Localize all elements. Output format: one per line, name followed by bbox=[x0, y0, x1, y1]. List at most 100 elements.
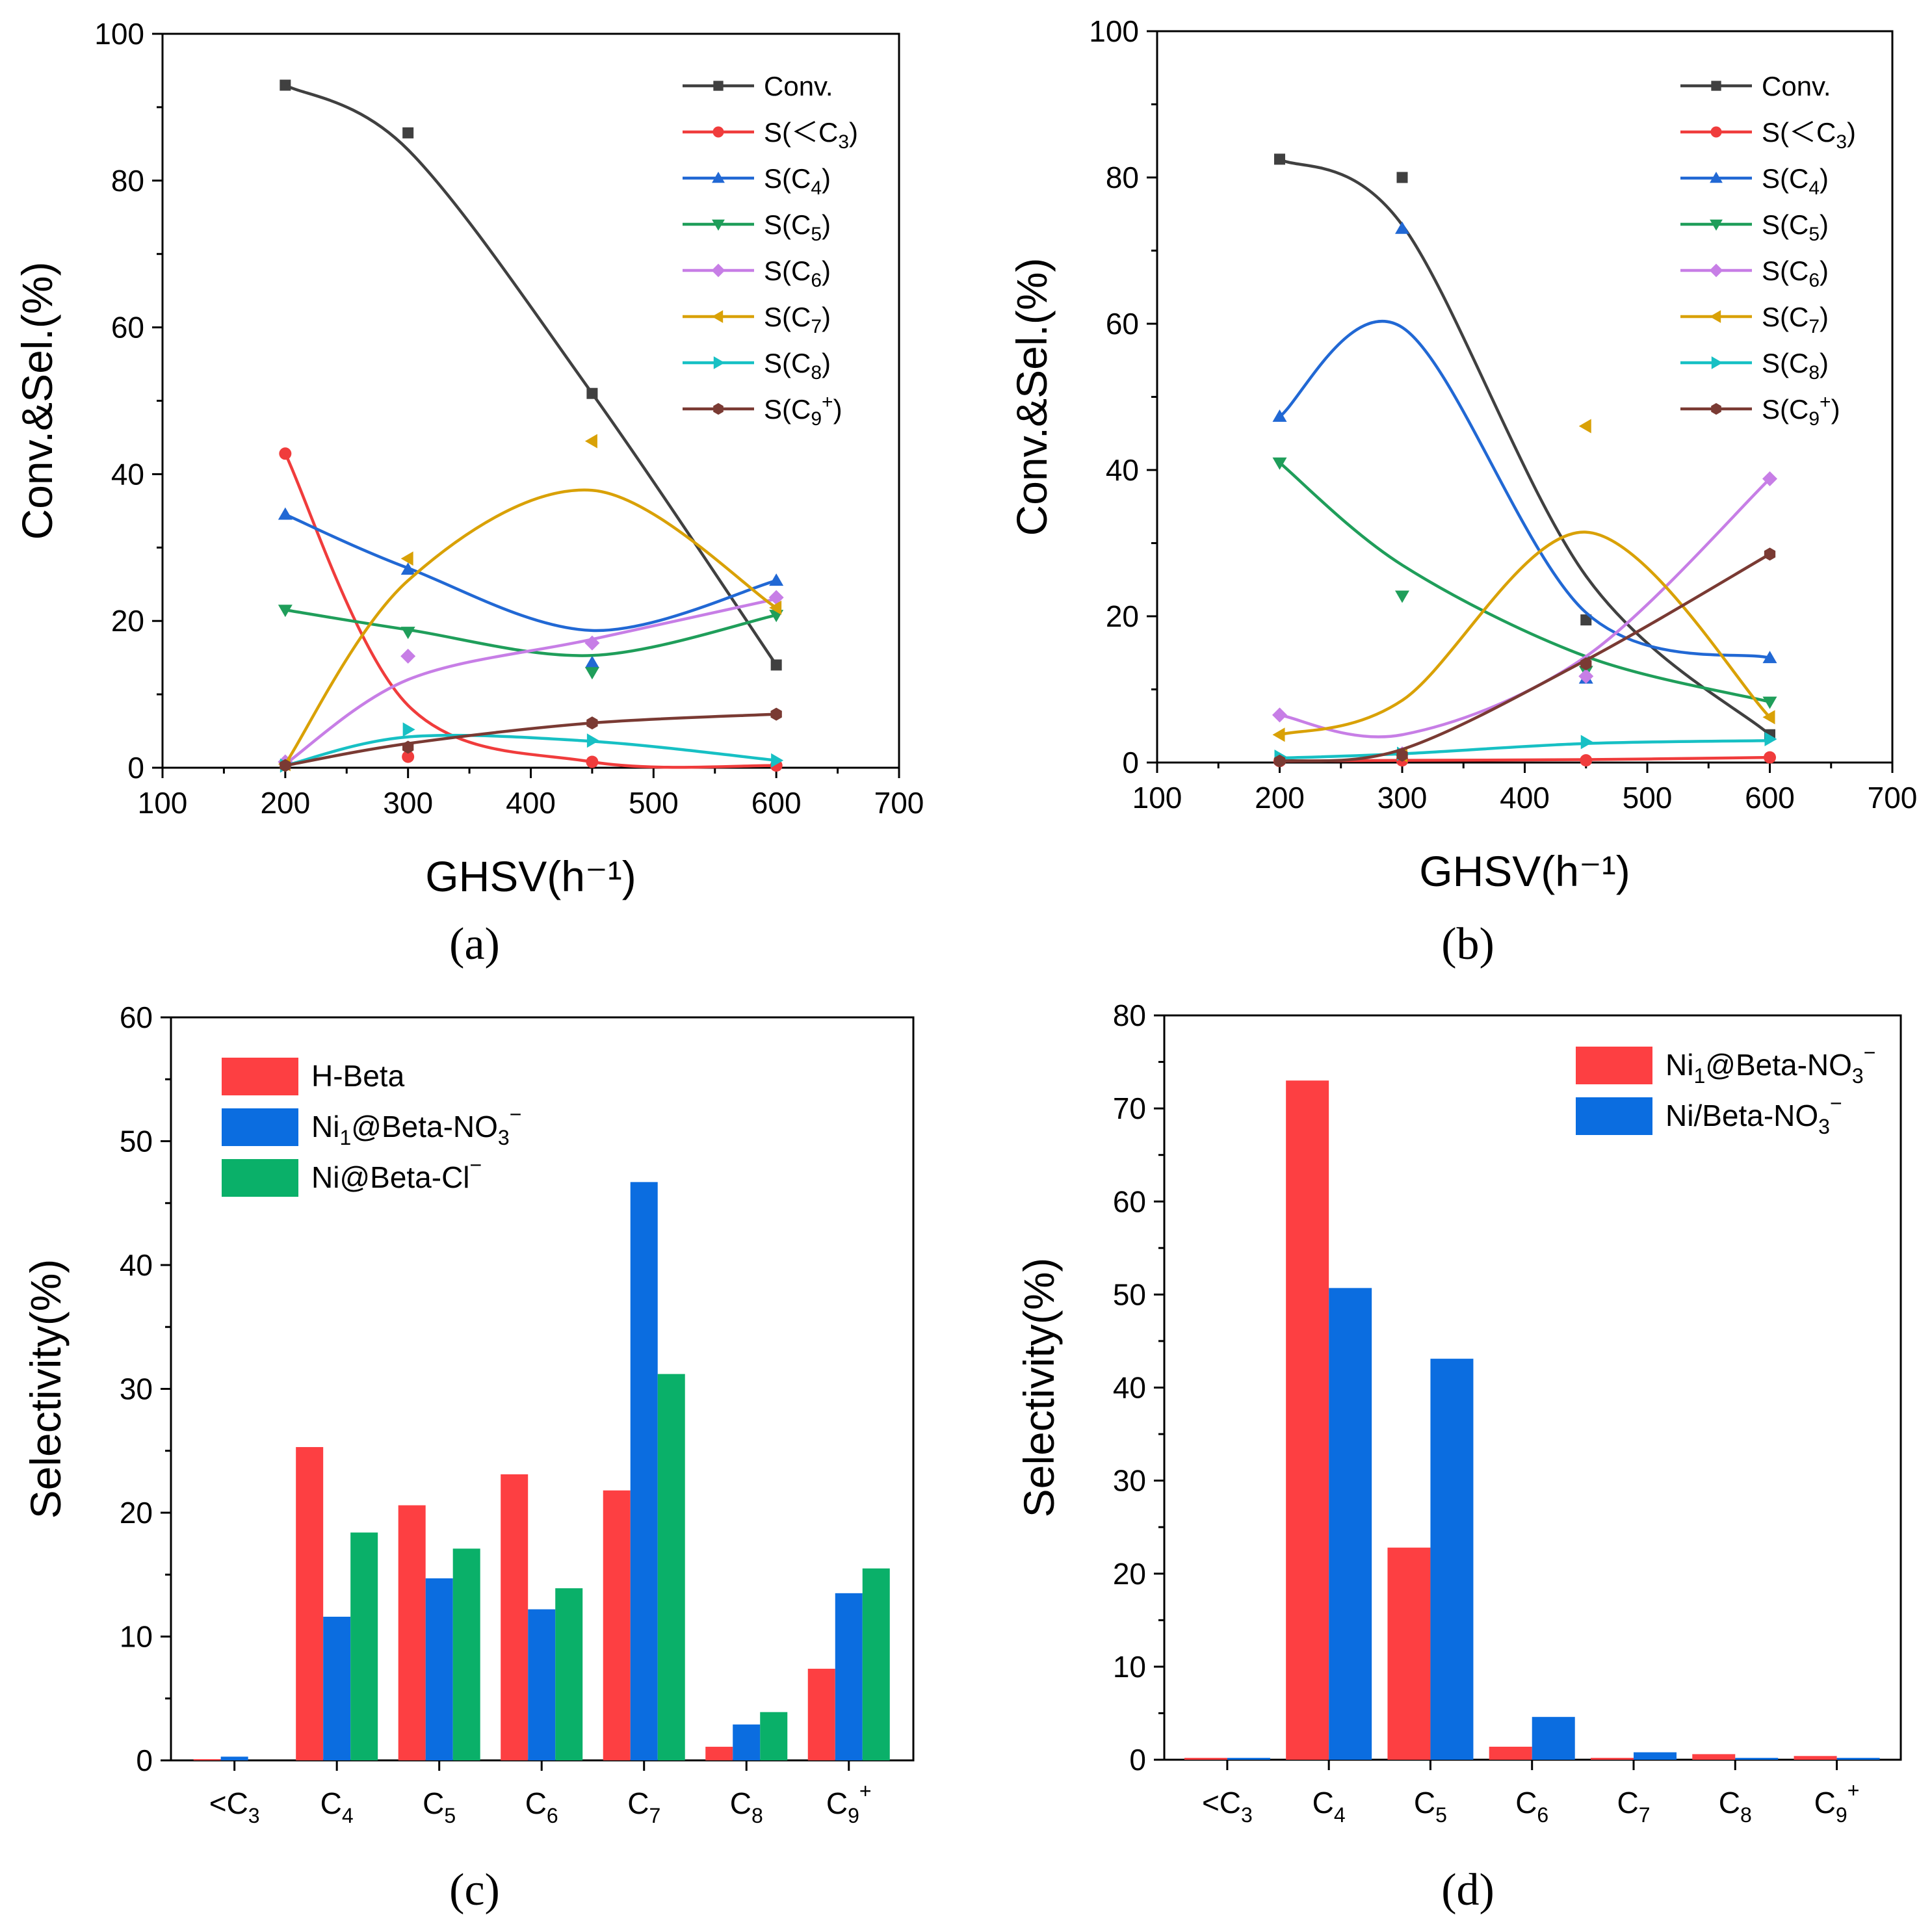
legend-label-S(C8): S(C8) bbox=[764, 348, 831, 384]
data-point-S(C6) bbox=[768, 590, 784, 605]
data-point-Conv. bbox=[1396, 172, 1408, 183]
y-tick-label: 80 bbox=[111, 164, 144, 198]
y-tick-label: 20 bbox=[1106, 599, 1139, 633]
series-curve-Conv. bbox=[1279, 157, 1771, 736]
y-tick-label: 0 bbox=[127, 751, 144, 785]
bar-Ni1@Beta-NO3−-C4 bbox=[1286, 1080, 1329, 1760]
legend-label-S(C7): S(C7) bbox=[764, 302, 831, 337]
legend-swatch-Ni1@Beta-NO3− bbox=[222, 1108, 298, 1146]
data-point-S(C5) bbox=[278, 605, 293, 618]
data-point-S(C8) bbox=[586, 733, 599, 748]
data-point-S(C4) bbox=[400, 562, 415, 575]
y-axis-title: Conv.&Sel.(%) bbox=[1008, 258, 1056, 536]
data-point-S(C9+) bbox=[1580, 657, 1592, 671]
legend-swatch-Ni/Beta-NO3− bbox=[1576, 1097, 1652, 1135]
data-point-S(<C3) bbox=[1764, 751, 1776, 764]
data-point-Conv. bbox=[586, 387, 598, 399]
legend-label-S(C9+): S(C9+) bbox=[764, 391, 842, 430]
legend-label-Ni1@Beta-NO3−: Ni1@Beta-NO3− bbox=[1665, 1041, 1875, 1088]
y-tick-label: 60 bbox=[111, 311, 144, 345]
data-point-S(C6) bbox=[1578, 668, 1594, 684]
bar-H-Beta-C6 bbox=[501, 1474, 529, 1760]
bar-Ni1@Beta-NO3−-C7 bbox=[630, 1182, 658, 1760]
bar-Ni/Beta-NO3−-<C3 bbox=[1227, 1758, 1270, 1760]
y-axis-title: Selectivity(%) bbox=[1015, 1258, 1063, 1518]
y-tick-label: 80 bbox=[1106, 161, 1139, 194]
panel-b-line-chart: 0 20 40 60 80 100 100 200 300 400 500 600 700 GHSV(h⁻… bbox=[1008, 14, 1917, 969]
y-tick-label: 40 bbox=[111, 457, 144, 491]
series-curve-S(C9+) bbox=[285, 712, 777, 767]
data-point-S(C8) bbox=[1764, 732, 1777, 746]
legend-label-S(<C3): S(＜C3) bbox=[764, 117, 858, 153]
bar-Ni1@Beta-NO3−-C9+ bbox=[1794, 1756, 1837, 1760]
x-tick-label: 700 bbox=[1868, 781, 1918, 815]
x-tick-label: 200 bbox=[260, 786, 310, 820]
legend-label-S(C7): S(C7) bbox=[1762, 302, 1829, 337]
data-point-S(C7) bbox=[1762, 710, 1775, 725]
y-tick-label: 50 bbox=[1113, 1277, 1146, 1311]
data-point-S(C9+) bbox=[1396, 748, 1408, 762]
panel-c-bar-chart: 0 10 20 30 40 50 60 <C3 C4 C5 C6 C7 C8 C9+ Selectivity… bbox=[21, 1000, 915, 1915]
legend-swatch-Ni1@Beta-NO3− bbox=[1576, 1047, 1652, 1084]
x-tick-label: 600 bbox=[751, 786, 802, 820]
x-tick-label: 200 bbox=[1255, 781, 1305, 815]
data-point-Conv. bbox=[1580, 614, 1592, 626]
data-point-S(C8) bbox=[771, 753, 784, 768]
x-tick-label: 400 bbox=[506, 786, 556, 820]
y-tick-label: 70 bbox=[1113, 1091, 1146, 1125]
data-point-Conv. bbox=[280, 79, 291, 91]
x-tick-label: C5 bbox=[423, 1786, 456, 1827]
series-curve-S(C4) bbox=[1279, 320, 1771, 660]
data-point-S(C4) bbox=[1272, 409, 1287, 422]
data-point-S(C5) bbox=[584, 667, 599, 680]
data-point-S(<C3) bbox=[402, 750, 415, 763]
legend-label-S(C4): S(C4) bbox=[764, 163, 831, 199]
y-tick-label: 50 bbox=[120, 1125, 153, 1158]
y-tick-label: 100 bbox=[94, 17, 144, 51]
legend-label-S(<C3): S(＜C3) bbox=[1762, 117, 1856, 153]
y-tick-label: 60 bbox=[1106, 307, 1139, 341]
y-tick-label: 10 bbox=[1113, 1650, 1146, 1684]
y-tick-label: 80 bbox=[1113, 999, 1146, 1032]
y-tick-label: 0 bbox=[1129, 1743, 1146, 1777]
y-tick-label: 20 bbox=[1113, 1557, 1146, 1591]
x-tick-label: C8 bbox=[1719, 1786, 1752, 1827]
bar-Ni@Beta-Cl−-C9+ bbox=[862, 1568, 890, 1760]
y-tick-label: 100 bbox=[1089, 14, 1139, 48]
series-curve-S(C6) bbox=[1279, 477, 1771, 738]
bar-Ni1@Beta-NO3−-C4 bbox=[323, 1617, 351, 1760]
y-axis-title: Conv.&Sel.(%) bbox=[13, 262, 61, 540]
data-point-S(<C3) bbox=[1580, 754, 1593, 767]
data-point-S(<C3) bbox=[586, 755, 599, 768]
data-point-S(C9+) bbox=[586, 716, 598, 730]
data-point-Conv. bbox=[770, 659, 782, 671]
x-tick-label: C8 bbox=[730, 1786, 763, 1827]
data-point-S(C7) bbox=[1272, 727, 1285, 742]
series-curve-S(C6) bbox=[284, 597, 777, 766]
legend-marker-S(C5) bbox=[712, 219, 725, 231]
x-tick-label: C4 bbox=[320, 1786, 354, 1827]
legend-marker-S(<C3) bbox=[1710, 126, 1722, 138]
bar-Ni@Beta-Cl−-C6 bbox=[555, 1588, 583, 1760]
bar-H-Beta-<C3 bbox=[193, 1759, 221, 1760]
y-tick-label: 30 bbox=[120, 1372, 153, 1406]
series-curve-Conv. bbox=[284, 84, 778, 666]
bar-Ni@Beta-Cl−-C4 bbox=[350, 1532, 378, 1760]
bar-Ni1@Beta-NO3−-<C3 bbox=[1184, 1758, 1227, 1760]
legend-label-S(C4): S(C4) bbox=[1762, 163, 1829, 199]
data-point-S(C9+) bbox=[280, 759, 291, 772]
y-tick-label: 0 bbox=[136, 1743, 153, 1777]
legend-label-S(C8): S(C8) bbox=[1762, 348, 1829, 384]
bar-Ni1@Beta-NO3−-C6 bbox=[1489, 1746, 1532, 1760]
x-tick-label: 300 bbox=[383, 786, 433, 820]
y-tick-label: 30 bbox=[1113, 1464, 1146, 1498]
series-curve-S(C5) bbox=[1279, 462, 1771, 703]
x-tick-label: C4 bbox=[1312, 1786, 1346, 1827]
data-point-S(C7) bbox=[584, 434, 597, 449]
bar-Ni1@Beta-NO3−-C6 bbox=[528, 1609, 556, 1760]
series-curve-S(C7) bbox=[283, 488, 777, 765]
data-point-S(C4) bbox=[1395, 221, 1409, 234]
data-point-S(C4) bbox=[769, 573, 784, 586]
series-curve-S(C8) bbox=[285, 733, 777, 767]
